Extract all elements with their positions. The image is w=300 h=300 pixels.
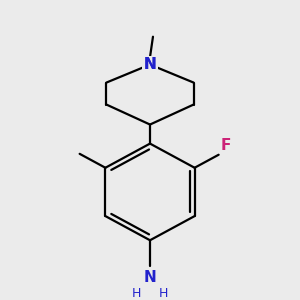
Text: N: N [144,57,156,72]
Text: F: F [220,138,231,153]
Text: N: N [144,57,156,72]
Text: N: N [144,270,156,285]
Text: H: H [159,287,169,300]
Text: H: H [131,287,141,300]
